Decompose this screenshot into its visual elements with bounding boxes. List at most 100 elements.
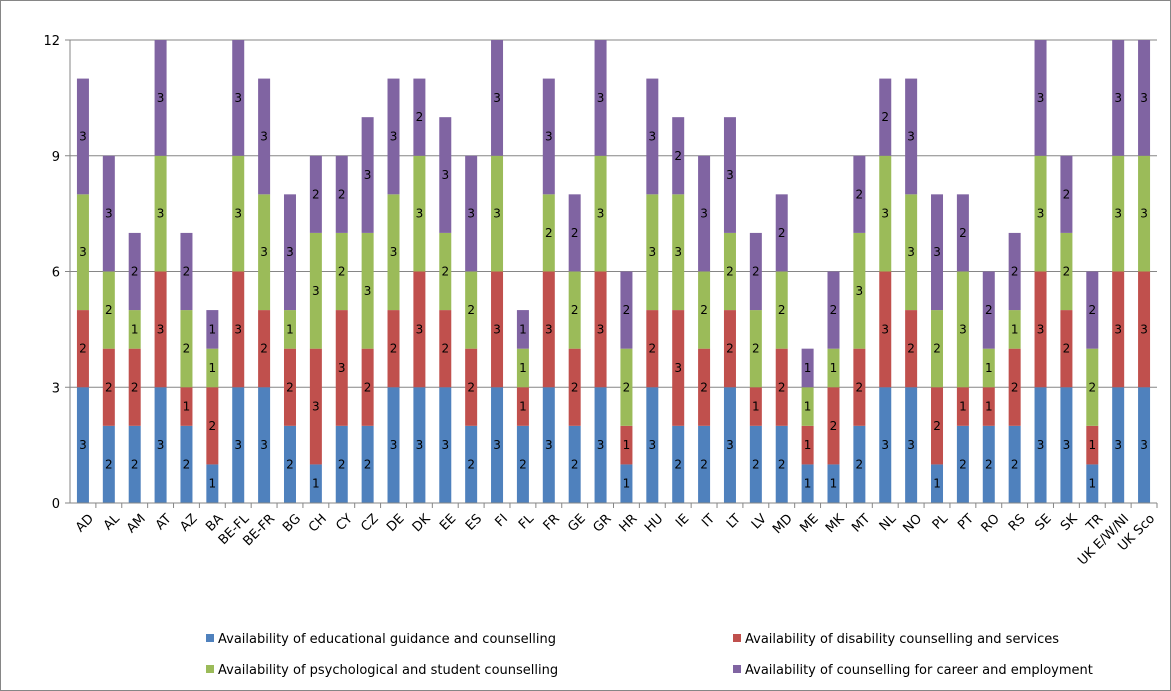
data-label: 2 — [183, 342, 191, 356]
bar-segment — [232, 387, 245, 503]
bar-segment — [568, 271, 581, 349]
data-label: 3 — [416, 438, 424, 452]
bar-segment — [1008, 310, 1021, 349]
bar-segment — [76, 310, 89, 388]
bar-segment — [232, 40, 245, 156]
bar-segment — [672, 310, 685, 426]
bar-segment — [827, 387, 840, 465]
data-label: 2 — [1088, 303, 1096, 317]
data-label: 3 — [157, 91, 165, 105]
data-label: 2 — [1088, 380, 1096, 394]
bar-segment — [749, 310, 762, 388]
data-label: 2 — [726, 342, 734, 356]
data-label: 3 — [493, 91, 501, 105]
data-label: 2 — [105, 303, 113, 317]
bar-segment — [180, 425, 193, 503]
data-label: 2 — [959, 226, 967, 240]
bar-segment — [206, 348, 219, 388]
bar-segment — [982, 425, 995, 503]
bar-segment — [801, 425, 814, 465]
data-label: 2 — [856, 187, 864, 201]
data-label: 3 — [649, 438, 657, 452]
bar-segment — [542, 387, 555, 503]
bar-segment — [102, 271, 115, 349]
x-tick-label: MD — [770, 511, 796, 537]
data-label: 3 — [597, 438, 605, 452]
data-label: 3 — [157, 438, 165, 452]
bar-segment — [516, 310, 529, 349]
data-label: 3 — [390, 438, 398, 452]
data-label: 3 — [312, 284, 320, 298]
data-label: 1 — [830, 477, 838, 491]
data-label: 2 — [441, 342, 449, 356]
data-label: 3 — [467, 207, 475, 221]
bar-segment — [439, 117, 452, 233]
bar-segment — [516, 425, 529, 503]
data-label: 3 — [416, 207, 424, 221]
legend-swatch — [733, 665, 741, 673]
data-label: 2 — [183, 457, 191, 471]
bar-segment — [361, 232, 374, 349]
bar-segment — [672, 194, 685, 311]
x-tick-label: AL — [101, 511, 124, 534]
data-label: 1 — [286, 322, 294, 336]
bar-segment — [76, 78, 89, 195]
data-label: 3 — [881, 207, 889, 221]
bar-segment — [905, 310, 918, 388]
bar-segment — [931, 387, 944, 465]
bar-segment — [956, 425, 969, 503]
x-tick-label: PL — [930, 511, 952, 533]
data-label: 2 — [623, 303, 631, 317]
data-label: 3 — [1114, 322, 1122, 336]
bar-segment — [154, 155, 167, 272]
data-label: 2 — [105, 380, 113, 394]
data-label: 2 — [778, 380, 786, 394]
data-label: 2 — [338, 265, 346, 279]
data-label: 2 — [441, 265, 449, 279]
data-label: 3 — [157, 322, 165, 336]
data-label: 3 — [700, 207, 708, 221]
bar-segment — [723, 232, 736, 311]
data-label: 2 — [467, 303, 475, 317]
x-tick-label: AZ — [177, 511, 200, 534]
data-label: 3 — [1140, 438, 1148, 452]
bar-segment — [931, 194, 944, 311]
bar-segment — [283, 194, 296, 311]
bar-segment — [180, 310, 193, 388]
legend-swatch — [733, 634, 741, 642]
bar-segment — [439, 387, 452, 503]
legend: Availability of educational guidance and… — [206, 632, 1093, 678]
data-label: 3 — [545, 322, 553, 336]
data-label: 2 — [1011, 265, 1019, 279]
bar-segment — [568, 425, 581, 503]
bar-segment — [335, 310, 348, 426]
bar-segment — [775, 271, 788, 349]
data-label: 3 — [1037, 322, 1045, 336]
data-label: 3 — [364, 168, 372, 182]
bars: 3 2 3 3 2 2 2 3 2 2 1 2 3 3 3 3 2 1 2 2 1 2 1 1 3 3 3 3 3 2 3 3 2 2 1 3 1 3 3 2… — [76, 40, 1151, 503]
data-label: 2 — [390, 342, 398, 356]
data-label: 3 — [726, 168, 734, 182]
data-label: 3 — [390, 129, 398, 143]
x-tick-label: LV — [749, 511, 770, 532]
bar-segment — [1112, 271, 1125, 388]
bar-segment — [516, 348, 529, 388]
data-label: 3 — [726, 438, 734, 452]
data-label: 3 — [1114, 438, 1122, 452]
data-label: 3 — [338, 361, 346, 375]
bar-segment — [620, 271, 633, 349]
bar-segment — [128, 425, 141, 503]
data-label: 2 — [286, 380, 294, 394]
data-label: 2 — [856, 380, 864, 394]
bar-segment — [723, 310, 736, 388]
bar-segment — [258, 310, 271, 388]
data-label: 3 — [545, 438, 553, 452]
bar-segment — [698, 425, 711, 503]
data-label: 2 — [881, 110, 889, 124]
legend-entry: Availability of counselling for career a… — [745, 663, 1093, 678]
x-tick-label: SK — [1058, 511, 1081, 534]
bar-segment — [413, 387, 426, 503]
bar-segment — [465, 348, 478, 426]
x-tick-label: CZ — [358, 511, 381, 534]
